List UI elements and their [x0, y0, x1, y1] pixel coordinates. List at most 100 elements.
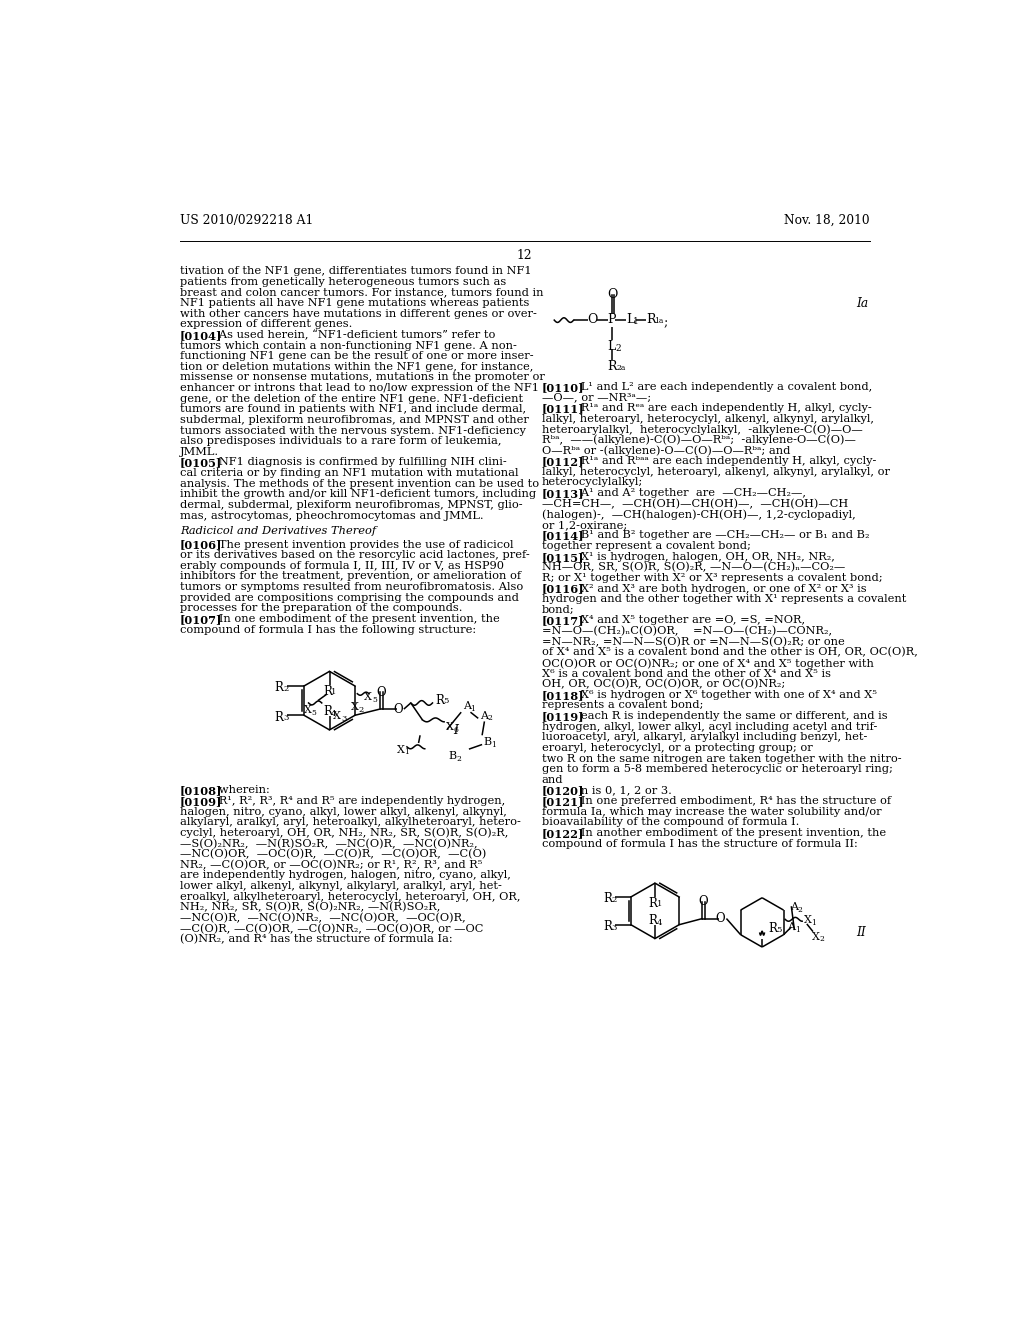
Text: Nov. 18, 2010: Nov. 18, 2010	[784, 214, 869, 227]
Text: R: R	[603, 892, 611, 906]
Text: NH—OR, SR, S(O)R, S(O)₂R, —N—O—(CH₂)ₙ—CO₂—: NH—OR, SR, S(O)R, S(O)₂R, —N—O—(CH₂)ₙ—CO…	[542, 562, 845, 573]
Text: B: B	[449, 751, 457, 760]
Text: B¹ and B² together are —CH₂—CH₂— or B₁ and B₂: B¹ and B² together are —CH₂—CH₂— or B₁ a…	[569, 531, 869, 540]
Text: 12: 12	[517, 249, 532, 263]
Text: R: R	[646, 313, 656, 326]
Text: O: O	[716, 912, 725, 925]
Text: formula Ia, which may increase the water solubility and/or: formula Ia, which may increase the water…	[542, 807, 882, 817]
Text: 1a: 1a	[654, 317, 664, 325]
Text: cyclyl, heteroaryl, OH, OR, NH₂, NR₂, SR, S(O)R, S(O)₂R,: cyclyl, heteroaryl, OH, OR, NH₂, NR₂, SR…	[180, 828, 508, 838]
Text: also predisposes individuals to a rare form of leukemia,: also predisposes individuals to a rare f…	[180, 436, 502, 446]
Text: X: X	[334, 711, 341, 722]
Text: bioavailability of the compound of formula I.: bioavailability of the compound of formu…	[542, 817, 799, 828]
Text: 2: 2	[819, 936, 824, 944]
Text: Ia: Ia	[856, 297, 868, 310]
Text: In one preferred embodiment, R⁴ has the structure of: In one preferred embodiment, R⁴ has the …	[569, 796, 891, 807]
Text: —CH=CH—,  —CH(OH)—CH(OH)—,  —CH(OH)—CH: —CH=CH—, —CH(OH)—CH(OH)—, —CH(OH)—CH	[542, 499, 848, 510]
Text: functioning NF1 gene can be the result of one or more inser-: functioning NF1 gene can be the result o…	[180, 351, 534, 362]
Text: [0113]: [0113]	[542, 488, 585, 499]
Text: O: O	[376, 686, 386, 700]
Text: alkylaryl, aralkyl, aryl, heteroalkyl, alkylheteroaryl, hetero-: alkylaryl, aralkyl, aryl, heteroalkyl, a…	[180, 817, 521, 828]
Text: [0108]: [0108]	[180, 785, 222, 796]
Text: 5: 5	[776, 927, 781, 935]
Text: —C(O)R, —C(O)OR, —C(O)NR₂, —OC(O)OR, or —OC: —C(O)R, —C(O)OR, —C(O)NR₂, —OC(O)OR, or …	[180, 924, 483, 933]
Text: L¹ and L² are each independently a covalent bond,: L¹ and L² are each independently a coval…	[569, 381, 872, 392]
Text: 3: 3	[341, 715, 346, 723]
Text: 2: 2	[487, 714, 493, 722]
Text: O—Rᵇᵃ or -(alkylene)-O—C(O)—O—Rᵇᵃ; and: O—Rᵇᵃ or -(alkylene)-O—C(O)—O—Rᵇᵃ; and	[542, 445, 791, 455]
Text: [0106]: [0106]	[180, 540, 222, 550]
Text: 2: 2	[615, 345, 622, 352]
Text: II: II	[856, 927, 866, 940]
Text: 2a: 2a	[616, 364, 626, 372]
Text: lalkyl, heterocyclyl, heteroaryl, alkenyl, alkynyl, arylalkyl, or: lalkyl, heterocyclyl, heteroaryl, alkeny…	[542, 467, 890, 477]
Text: 5: 5	[311, 709, 316, 717]
Text: X⁴ and X⁵ together are =O, =S, =NOR,: X⁴ and X⁵ together are =O, =S, =NOR,	[569, 615, 805, 626]
Text: halogen, nitro, cyano, alkyl, lower alkyl, alkenyl, alkynyl,: halogen, nitro, cyano, alkyl, lower alky…	[180, 807, 507, 817]
Text: or its derivatives based on the resorcylic acid lactones, pref-: or its derivatives based on the resorcyl…	[180, 550, 529, 560]
Text: R: R	[324, 705, 332, 718]
Text: —O—, or —NR³ᵃ—;: —O—, or —NR³ᵃ—;	[542, 392, 651, 403]
Text: [0107]: [0107]	[180, 614, 222, 624]
Text: are independently hydrogen, halogen, nitro, cyano, alkyl,: are independently hydrogen, halogen, nit…	[180, 870, 511, 880]
Text: provided are compositions comprising the compounds and: provided are compositions comprising the…	[180, 593, 519, 603]
Text: X: X	[365, 692, 372, 702]
Text: R; or X¹ together with X² or X³ represents a covalent bond;: R; or X¹ together with X² or X³ represen…	[542, 573, 883, 583]
Text: O: O	[588, 313, 598, 326]
Text: In another embodiment of the present invention, the: In another embodiment of the present inv…	[569, 828, 886, 838]
Text: =N—NR₂, =N—N—S(O)R or =N—N—S(O)₂R; or one: =N—NR₂, =N—N—S(O)R or =N—N—S(O)₂R; or on…	[542, 636, 845, 647]
Text: Rᵇᵃ,  ——(alkylene)-C(O)—O—Rᵇᵃ;  -alkylene-O—C(O)—: Rᵇᵃ, ——(alkylene)-C(O)—O—Rᵇᵃ; -alkylene-…	[542, 434, 856, 445]
Text: Radicicol and Derivatives Thereof: Radicicol and Derivatives Thereof	[180, 525, 376, 536]
Text: eroalkyl, alkylheteroaryl, heterocyclyl, heteroaryl, OH, OR,: eroalkyl, alkylheteroaryl, heterocyclyl,…	[180, 891, 520, 902]
Text: R: R	[607, 360, 617, 374]
Text: X: X	[397, 744, 404, 755]
Text: The present invention provides the use of radicicol: The present invention provides the use o…	[208, 540, 513, 549]
Text: gen to form a 5-8 membered heterocyclic or heteroaryl ring;: gen to form a 5-8 membered heterocyclic …	[542, 764, 893, 775]
Text: [0115]: [0115]	[542, 552, 585, 562]
Text: heterocyclylalkyl;: heterocyclylalkyl;	[542, 478, 643, 487]
Text: O: O	[698, 895, 709, 908]
Text: 1: 1	[656, 900, 662, 908]
Text: 2: 2	[798, 907, 803, 915]
Text: R¹ᵃ and Rᵉᵃ are each independently H, alkyl, cycly-: R¹ᵃ and Rᵉᵃ are each independently H, al…	[569, 403, 871, 413]
Text: X: X	[351, 702, 359, 713]
Text: 1: 1	[811, 919, 816, 927]
Text: n is 0, 1, 2 or 3.: n is 0, 1, 2 or 3.	[569, 785, 672, 796]
Text: [0119]: [0119]	[542, 711, 585, 722]
Text: R: R	[649, 913, 657, 927]
Text: X⁶ is a covalent bond and the other of X⁴ and X⁵ is: X⁶ is a covalent bond and the other of X…	[542, 669, 830, 678]
Text: US 2010/0292218 A1: US 2010/0292218 A1	[180, 214, 313, 227]
Text: (O)NR₂, and R⁴ has the structure of formula Ia:: (O)NR₂, and R⁴ has the structure of form…	[180, 935, 453, 944]
Text: lalkyl, heteroaryl, heterocyclyl, alkenyl, alkynyl, arylalkyl,: lalkyl, heteroaryl, heterocyclyl, alkeny…	[542, 413, 873, 424]
Text: NF1 patients all have NF1 gene mutations whereas patients: NF1 patients all have NF1 gene mutations…	[180, 298, 529, 308]
Text: compound of formula I has the structure of formula II:: compound of formula I has the structure …	[542, 838, 858, 849]
Text: inhibit the growth and/or kill NF1-deficient tumors, including: inhibit the growth and/or kill NF1-defic…	[180, 490, 536, 499]
Text: O: O	[393, 704, 402, 715]
Text: 1: 1	[404, 748, 410, 756]
Text: NR₂, —C(O)OR, or —OC(O)NR₂; or R¹, R², R³, and R⁵: NR₂, —C(O)OR, or —OC(O)NR₂; or R¹, R², R…	[180, 859, 482, 870]
Text: analysis. The methods of the present invention can be used to: analysis. The methods of the present inv…	[180, 479, 539, 488]
Text: O: O	[607, 288, 618, 301]
Text: 2: 2	[359, 706, 365, 714]
Text: subdermal, plexiform neurofibromas, and MPNST and other: subdermal, plexiform neurofibromas, and …	[180, 414, 528, 425]
Text: together represent a covalent bond;: together represent a covalent bond;	[542, 541, 751, 550]
Text: erably compounds of formula I, II, III, IV or V, as HSP90: erably compounds of formula I, II, III, …	[180, 561, 504, 570]
Text: A¹ and A² together  are  —CH₂—CH₂—,: A¹ and A² together are —CH₂—CH₂—,	[569, 488, 806, 498]
Text: cal criteria or by finding an NF1 mutation with mutational: cal criteria or by finding an NF1 mutati…	[180, 469, 518, 478]
Text: tion or deletion mutations within the NF1 gene, for instance,: tion or deletion mutations within the NF…	[180, 362, 534, 372]
Text: R: R	[324, 685, 332, 698]
Text: 4: 4	[331, 710, 337, 718]
Text: expression of different genes.: expression of different genes.	[180, 319, 352, 329]
Text: I: I	[454, 723, 459, 737]
Text: missense or nonsense mutations, mutations in the promoter or: missense or nonsense mutations, mutation…	[180, 372, 545, 383]
Text: =N—O—(CH₂)ₙC(O)OR,    =N—O—(CH₂)—CONR₂,: =N—O—(CH₂)ₙC(O)OR, =N—O—(CH₂)—CONR₂,	[542, 626, 831, 636]
Text: represents a covalent bond;: represents a covalent bond;	[542, 701, 703, 710]
Text: (halogen)-,  —CH(halogen)-CH(OH)—, 1,2-cyclopadiyl,: (halogen)-, —CH(halogen)-CH(OH)—, 1,2-cy…	[542, 510, 856, 520]
Text: 1: 1	[492, 741, 497, 748]
Text: tivation of the NF1 gene, differentiates tumors found in NF1: tivation of the NF1 gene, differentiates…	[180, 267, 531, 276]
Text: 1: 1	[470, 705, 475, 713]
Text: X¹ is hydrogen, halogen, OH, OR, NH₂, NR₂,: X¹ is hydrogen, halogen, OH, OR, NH₂, NR…	[569, 552, 835, 562]
Text: [0120]: [0120]	[542, 785, 585, 796]
Text: luoroacetyl, aryl, alkaryl, arylalkyl including benzyl, het-: luoroacetyl, aryl, alkaryl, arylalkyl in…	[542, 733, 867, 742]
Text: [0122]: [0122]	[542, 828, 585, 840]
